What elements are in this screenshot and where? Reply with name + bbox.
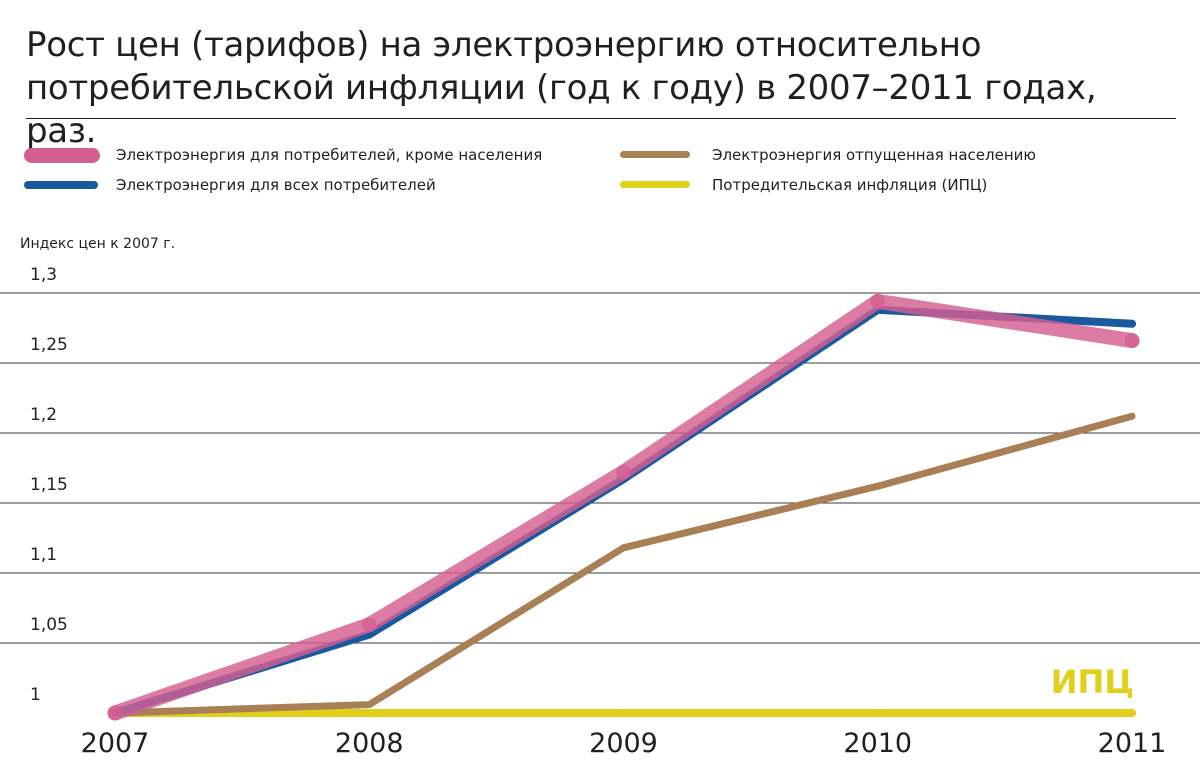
y-tick-label: 1,25 bbox=[30, 335, 68, 355]
data-point bbox=[620, 544, 627, 552]
data-point bbox=[1128, 319, 1136, 328]
data-point bbox=[873, 709, 882, 717]
x-tick-label: 2010 bbox=[843, 728, 912, 759]
data-point bbox=[616, 464, 631, 480]
x-tick-label: 2009 bbox=[589, 728, 658, 759]
data-point bbox=[107, 705, 123, 721]
legend-item-cpi: Потредительская инфляция (ИПЦ) bbox=[620, 173, 1180, 197]
data-point bbox=[874, 482, 882, 490]
data-point bbox=[1128, 709, 1136, 717]
x-tick-label: 2008 bbox=[335, 728, 404, 759]
x-tick-label: 2007 bbox=[81, 728, 150, 759]
data-point bbox=[365, 709, 374, 717]
legend-swatch-household bbox=[620, 151, 690, 158]
y-tick-label: 1,15 bbox=[30, 475, 68, 495]
legend-label-all-consumers: Электроэнергия для всех потребителей bbox=[116, 176, 436, 194]
data-point bbox=[870, 293, 886, 309]
data-point bbox=[361, 617, 377, 633]
y-tick-label: 1,1 bbox=[30, 545, 57, 565]
legend-label-household: Электроэнергия отпущенная населению bbox=[712, 146, 1037, 164]
y-tick-label: 1,3 bbox=[30, 265, 57, 285]
y-tick-label: 1,05 bbox=[30, 615, 68, 635]
legend-item-non-household: Электроэнергия для потребителей, кроме н… bbox=[24, 143, 584, 167]
data-point bbox=[619, 709, 628, 717]
y-tick-label: 1,2 bbox=[30, 405, 57, 425]
legend-item-household: Электроэнергия отпущенная населению bbox=[620, 143, 1180, 167]
legend-label-cpi: Потредительская инфляция (ИПЦ) bbox=[712, 176, 988, 194]
legend-swatch-all-consumers bbox=[24, 181, 98, 189]
data-point bbox=[365, 701, 373, 709]
data-point bbox=[1124, 333, 1140, 349]
data-point bbox=[1128, 412, 1136, 420]
title-divider bbox=[26, 118, 1176, 119]
chart-title: Рост цен (тарифов) на электроэнергию отн… bbox=[26, 25, 1097, 151]
legend-swatch-non-household bbox=[24, 148, 100, 163]
legend-item-all-consumers: Электроэнергия для всех потребителей bbox=[24, 173, 584, 197]
y-tick-label: 1 bbox=[30, 685, 41, 705]
y-axis-title: Индекс цен к 2007 г. bbox=[20, 236, 175, 252]
x-tick-label: 2011 bbox=[1098, 728, 1167, 759]
cpi-annotation: ИПЦ bbox=[1051, 663, 1134, 701]
legend-swatch-cpi bbox=[620, 181, 690, 188]
legend-label-non-household: Электроэнергия для потребителей, кроме н… bbox=[116, 146, 543, 164]
